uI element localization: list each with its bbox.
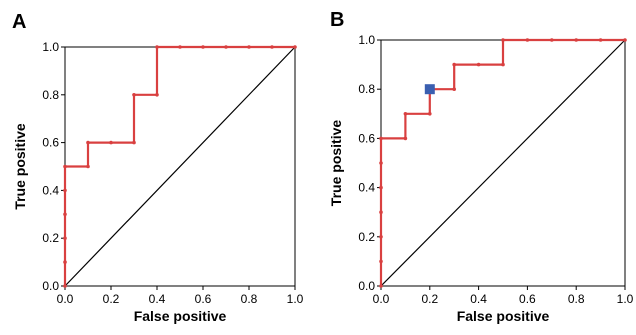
roc-point xyxy=(379,210,383,214)
roc-point xyxy=(247,45,251,49)
x-tick-label: 0.8 xyxy=(568,292,585,306)
y-tick-label: 1.0 xyxy=(42,40,59,54)
panel-label: A xyxy=(12,11,26,33)
x-axis-title: False positive xyxy=(457,308,550,324)
roc-point xyxy=(476,62,481,67)
roc-point xyxy=(550,38,554,42)
x-tick-label: 0.4 xyxy=(149,292,166,306)
roc-point xyxy=(86,140,90,145)
roc-point xyxy=(155,45,159,49)
roc-point xyxy=(293,45,297,49)
roc-point xyxy=(403,136,408,141)
y-tick-label: 0.8 xyxy=(358,82,375,96)
x-tick-label: 0.0 xyxy=(373,292,390,306)
y-tick-label: 1.0 xyxy=(358,33,375,47)
y-tick-label: 0.2 xyxy=(358,230,375,244)
roc-point xyxy=(452,87,457,91)
x-tick-label: 0.6 xyxy=(195,292,212,306)
roc-point xyxy=(63,188,67,193)
y-tick-label: 0.2 xyxy=(42,231,59,245)
x-tick-label: 0.2 xyxy=(421,292,438,306)
roc-point xyxy=(501,38,505,42)
roc-point xyxy=(379,136,383,141)
y-tick-label: 0.6 xyxy=(42,136,59,150)
reference-diagonal xyxy=(64,46,296,287)
roc-point xyxy=(224,45,228,49)
roc-point xyxy=(109,140,113,145)
reference-diagonal xyxy=(380,39,626,287)
highlight-marker xyxy=(424,84,435,95)
x-tick-label: 0.4 xyxy=(470,292,487,306)
roc-point xyxy=(525,38,530,42)
roc-point xyxy=(379,161,383,165)
y-tick-label: 0.0 xyxy=(358,279,375,293)
roc-point xyxy=(403,112,408,116)
panel-b: B 0.0 0.2 0.4 0.6 0.8 1.0 0.0 0.2 0.4 0.6 0.8 1.0 Fal… xyxy=(328,9,634,324)
roc-point xyxy=(63,284,67,288)
panel-a: A 0.0 0.2 0.4 0.6 0.8 1.0 0.0 0.2 0.4 0.6 0.8 1.0 Fal… xyxy=(12,11,304,324)
roc-point xyxy=(379,284,383,288)
roc-point xyxy=(201,45,205,49)
y-tick-label: 0.8 xyxy=(42,88,59,102)
roc-point xyxy=(63,212,67,217)
panel-label: B xyxy=(330,9,344,31)
roc-point xyxy=(623,38,627,42)
x-tick-label: 0.6 xyxy=(519,292,536,306)
x-tick-label: 0.8 xyxy=(241,292,258,306)
roc-point xyxy=(574,38,578,42)
x-axis-title: False positive xyxy=(134,308,227,324)
roc-point xyxy=(428,112,432,116)
y-axis-title: True positive xyxy=(328,120,344,207)
x-tick-label: 0.2 xyxy=(103,292,120,306)
roc-point xyxy=(63,236,67,240)
roc-point xyxy=(86,164,90,169)
x-tick-label: 1.0 xyxy=(617,292,634,306)
roc-point xyxy=(63,260,67,264)
y-tick-label: 0.4 xyxy=(358,181,375,195)
roc-point xyxy=(379,235,383,239)
roc-point xyxy=(132,93,136,97)
y-axis-title: True positive xyxy=(12,123,28,210)
roc-point xyxy=(178,45,182,49)
roc-point xyxy=(379,185,383,190)
roc-point xyxy=(379,259,383,264)
roc-point xyxy=(132,140,136,145)
roc-point xyxy=(501,62,505,67)
y-tick-label: 0.4 xyxy=(42,183,59,197)
roc-point xyxy=(63,164,67,169)
roc-point xyxy=(452,62,457,67)
roc-point xyxy=(155,93,159,97)
y-tick-label: 0.6 xyxy=(358,131,375,145)
roc-point xyxy=(598,38,603,42)
x-tick-label: 1.0 xyxy=(287,292,304,306)
y-tick-label: 0.0 xyxy=(42,279,59,293)
roc-point xyxy=(270,45,274,49)
x-tick-label: 0.0 xyxy=(57,292,74,306)
